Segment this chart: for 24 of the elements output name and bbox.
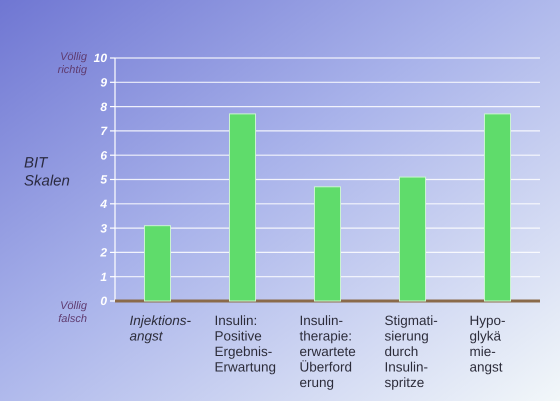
text: Völlig richtig	[58, 51, 88, 76]
y-tick-label: 0	[100, 294, 108, 308]
y-tick-label: 5	[100, 172, 108, 187]
bar	[484, 113, 511, 302]
y-tick-label: 6	[100, 148, 108, 162]
text: Völlig falsch	[58, 300, 88, 325]
bar	[314, 186, 341, 302]
y-tick-label: 9	[100, 76, 108, 90]
y-tick-label: 1	[100, 270, 108, 284]
y-tick-label: 4	[99, 197, 108, 211]
y-axis-title: BIT Skalen	[24, 154, 70, 190]
bar	[144, 225, 171, 302]
y-tick-label: 3	[100, 221, 108, 236]
x-tick-label: Stigmati- sierung durch Insulin- spritze	[384, 313, 438, 390]
bar	[399, 176, 426, 302]
x-tick-label: Insulin- therapie: erwartete Überford erung	[300, 313, 356, 390]
x-tick-label: Hypo- glykä mie- angst	[470, 313, 506, 374]
y-tick-label: 8	[100, 100, 108, 114]
y-tick-label: 7	[100, 124, 108, 138]
y-tick-label: 2	[99, 246, 108, 260]
y-tick-label: 10	[94, 51, 108, 66]
x-tick-label: Injektions- angst	[130, 313, 192, 344]
x-tick-label: Insulin: Positive Ergebnis- Erwartung	[214, 313, 276, 374]
bar	[229, 113, 256, 302]
